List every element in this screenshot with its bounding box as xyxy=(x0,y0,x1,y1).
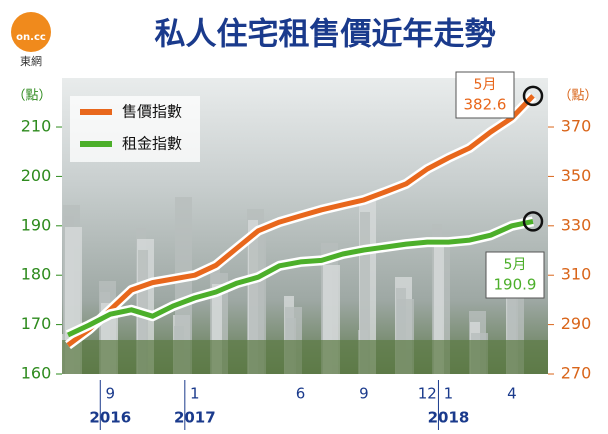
building xyxy=(508,280,518,374)
year-label: 2017 xyxy=(174,409,216,427)
y-tick-label: 190 xyxy=(21,215,52,234)
building xyxy=(175,197,192,374)
building xyxy=(434,246,444,374)
line xyxy=(66,94,535,348)
annotation-box xyxy=(455,71,515,119)
annotation-month: 5月 xyxy=(504,257,527,273)
legend-box xyxy=(70,96,200,162)
x-tick-label: 9 xyxy=(105,385,115,403)
annotation-value: 190.9 xyxy=(494,276,537,294)
y2-axis-label: （點） xyxy=(558,89,597,104)
annotation-box xyxy=(485,251,545,299)
y-tick-label: 160 xyxy=(21,364,52,383)
y-tick-label: 200 xyxy=(21,166,52,185)
end-marker xyxy=(522,85,544,107)
building xyxy=(249,231,266,374)
y2-tick-label: 270 xyxy=(561,364,592,383)
y-axis-label: （點） xyxy=(12,89,51,104)
x-tick-label: 4 xyxy=(507,385,517,403)
y2-tick-label: 310 xyxy=(561,265,592,284)
annotation-month: 5月 xyxy=(474,77,497,93)
x-tick-label: 1 xyxy=(190,385,200,403)
y-tick-label: 210 xyxy=(21,117,52,136)
city-silhouette xyxy=(62,197,548,374)
legend-label: 售價指數 xyxy=(122,103,182,121)
greenery xyxy=(62,340,548,374)
y-tick-label: 180 xyxy=(21,265,52,284)
annotation-value: 382.6 xyxy=(464,96,507,114)
year-label: 2016 xyxy=(89,409,131,427)
source: 東網 xyxy=(20,54,42,68)
year-label: 2018 xyxy=(428,409,470,427)
x-tick-label: 12 xyxy=(418,385,437,403)
x-tick-label: 6 xyxy=(296,385,306,403)
logo: on.cc xyxy=(16,32,46,43)
logo-circle xyxy=(11,12,51,52)
building xyxy=(360,212,370,374)
x-tick-label: 9 xyxy=(359,385,369,403)
x-tick-label: 1 xyxy=(444,385,454,403)
y2-tick-label: 290 xyxy=(561,314,592,333)
line xyxy=(66,218,534,338)
y-tick-label: 170 xyxy=(21,314,52,333)
y2-tick-label: 350 xyxy=(561,166,592,185)
chart-title: 私人住宅租售價近年走勢 xyxy=(155,17,496,53)
building xyxy=(212,284,222,374)
y2-tick-label: 330 xyxy=(561,215,592,234)
end-marker xyxy=(522,211,544,232)
y2-tick-label: 370 xyxy=(561,117,592,136)
legend-label: 租金指數 xyxy=(122,135,182,153)
